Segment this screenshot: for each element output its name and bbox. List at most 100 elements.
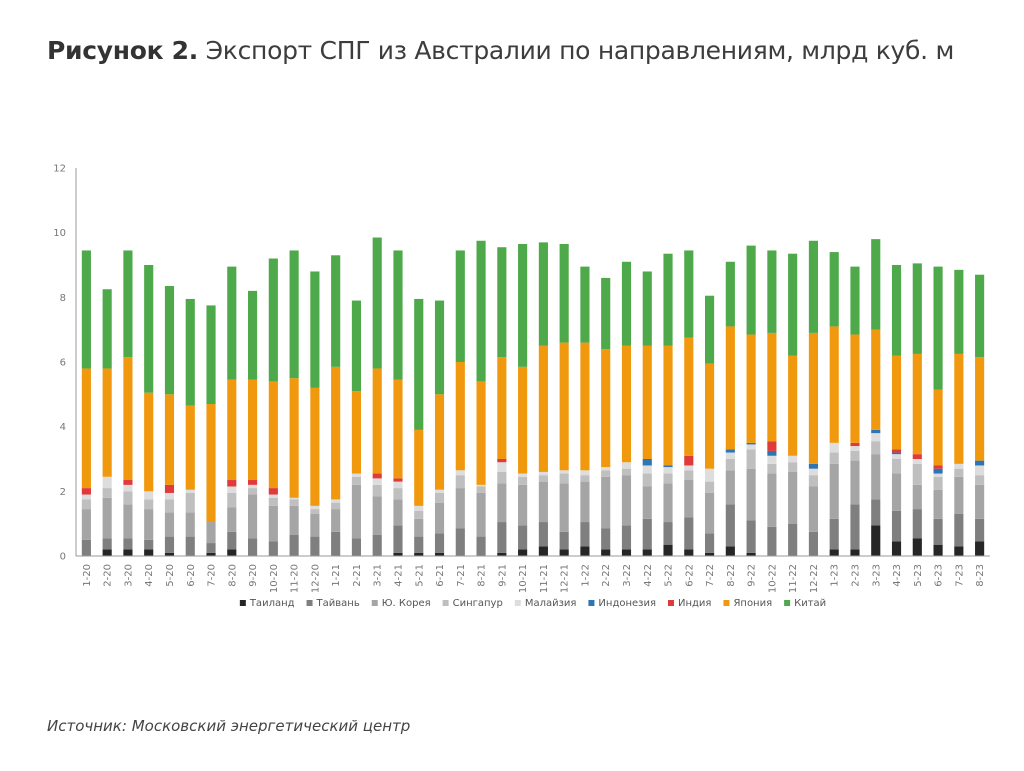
bar-segment	[434, 533, 445, 553]
bar-segment	[393, 499, 403, 526]
x-tick-label: 4-21	[393, 564, 404, 587]
legend-label: Тайвань	[316, 598, 360, 609]
bar-segment	[621, 549, 632, 556]
y-tick-label: 12	[53, 164, 66, 175]
x-tick-label: 6-20	[186, 564, 197, 587]
bar-segment	[310, 387, 320, 506]
bar-segment	[227, 507, 237, 532]
bar-segment	[704, 481, 715, 493]
bar-segment	[621, 345, 632, 463]
bar-stack	[331, 255, 341, 556]
x-tick-label: 4-23	[892, 564, 903, 587]
bar-segment	[518, 484, 528, 526]
bar-segment	[268, 381, 278, 489]
bar-segment	[268, 541, 278, 556]
bar-segment	[414, 298, 424, 430]
bar-segment	[227, 531, 237, 550]
bar-segment	[144, 499, 154, 510]
bar-segment	[621, 525, 632, 550]
bar-segment	[767, 332, 777, 442]
bar-segment	[206, 305, 216, 405]
bar-segment	[788, 355, 798, 456]
bar-segment	[247, 538, 258, 556]
bar-segment	[704, 492, 715, 534]
bar-segment	[704, 533, 715, 553]
bar-segment	[808, 475, 819, 487]
bar-segment	[331, 255, 341, 367]
bar-segment	[767, 463, 777, 474]
x-tick-label: 7-23	[954, 564, 965, 587]
bar-segment	[393, 552, 403, 556]
bar-segment	[393, 478, 403, 482]
bar-segment	[414, 552, 424, 556]
bar-segment	[434, 552, 445, 556]
bar-segment	[164, 286, 175, 395]
bar-segment	[808, 531, 819, 556]
bar-segment	[684, 465, 694, 471]
bar-segment	[954, 269, 964, 354]
x-tick-label: 12-21	[560, 564, 571, 593]
bar-segment	[725, 261, 735, 327]
bar-segment	[788, 523, 798, 556]
bar-segment	[684, 455, 694, 466]
bar-segment	[975, 541, 985, 556]
bar-stack	[144, 265, 154, 556]
legend-swatch	[306, 600, 313, 606]
y-tick-label: 10	[53, 228, 66, 239]
x-tick-label: 2-20	[103, 564, 114, 587]
x-tick-label: 11-20	[290, 564, 301, 593]
x-tick-label: 11-21	[539, 564, 550, 593]
bar-stack	[414, 298, 424, 556]
bar-segment	[559, 342, 569, 471]
bar-segment	[788, 462, 798, 472]
x-tick-label: 10-20	[269, 564, 280, 593]
x-tick-label: 5-20	[165, 564, 176, 587]
bar-stack	[497, 247, 507, 556]
bar-segment	[123, 538, 133, 550]
bar-segment	[642, 465, 652, 474]
x-tick-label: 4-20	[144, 564, 155, 587]
bar-segment	[538, 546, 548, 556]
y-tick-label: 0	[60, 552, 66, 563]
bar-stack	[954, 269, 964, 556]
bar-segment	[601, 467, 611, 471]
bar-segment	[891, 454, 902, 459]
bar-segment	[81, 494, 91, 500]
y-tick-label: 2	[60, 487, 66, 498]
bar-segment	[891, 510, 902, 542]
bar-segment	[704, 363, 715, 469]
bar-segment	[268, 505, 278, 542]
x-tick-label: 7-20	[207, 564, 218, 587]
bar-segment	[601, 277, 611, 350]
bar-segment	[227, 492, 237, 508]
x-tick-label: 5-21	[414, 564, 425, 587]
bar-stack	[455, 250, 465, 556]
bar-segment	[975, 518, 985, 542]
legend-label: Ю. Корея	[382, 598, 431, 609]
bar-segment	[933, 266, 943, 390]
bar-segment	[663, 473, 673, 484]
bar-segment	[81, 509, 91, 540]
bar-segment	[684, 470, 694, 481]
legend-swatch	[723, 600, 730, 606]
x-tick-label: 9-20	[248, 564, 259, 587]
bar-segment	[850, 266, 860, 335]
bar-segment	[829, 549, 839, 556]
bar-segment	[954, 468, 964, 477]
x-tick-label: 10-21	[518, 564, 529, 593]
legend-label: Таиланд	[249, 598, 295, 609]
bar-segment	[206, 522, 216, 544]
bar-segment	[850, 450, 860, 461]
legend-item: Сингапур	[442, 598, 503, 609]
bar-segment	[227, 379, 237, 481]
x-axis: 1-20 2-20 3-20 4-20 5-20 6-20 7-20 8-20 9-20 10-2…	[76, 555, 990, 593]
bar-segment	[788, 471, 798, 524]
bar-stack	[580, 266, 590, 556]
x-tick-label: 6-22	[684, 564, 695, 587]
bar-segment	[975, 460, 985, 466]
bar-segment	[621, 462, 632, 469]
bar-segment	[268, 488, 278, 495]
bar-stack	[185, 298, 195, 556]
x-tick-label: 11-22	[788, 564, 799, 593]
bar-segment	[102, 497, 112, 539]
